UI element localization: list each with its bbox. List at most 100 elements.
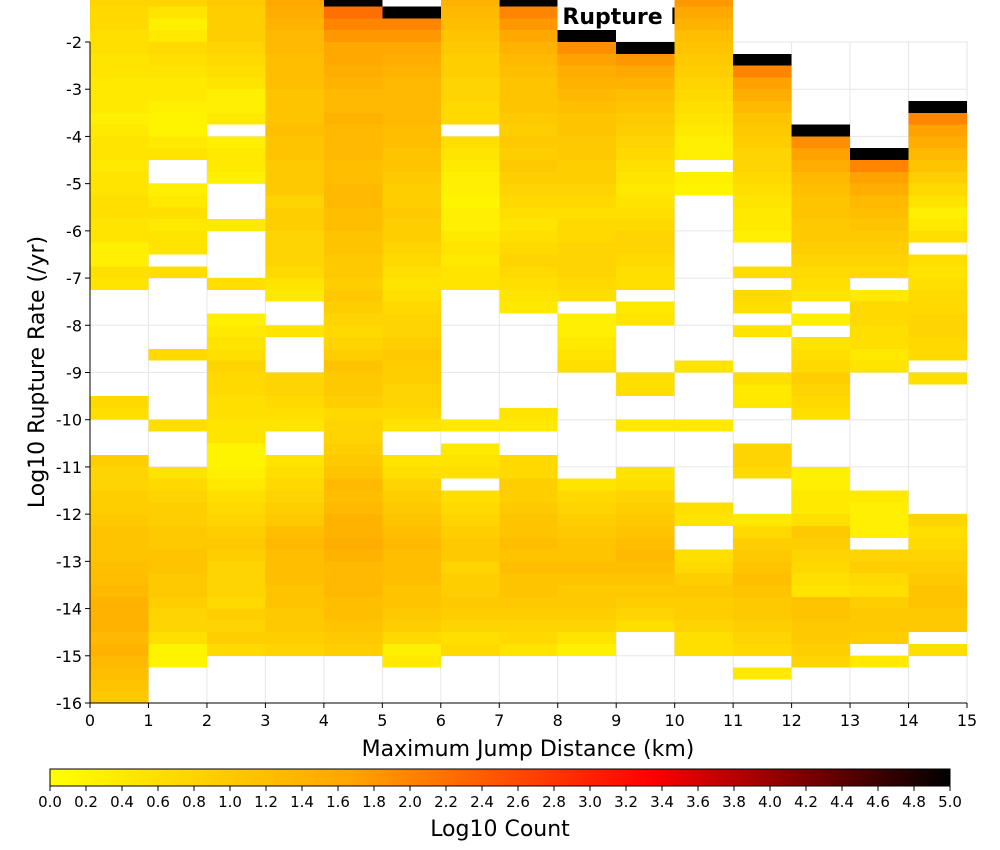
heatmap-cell — [265, 54, 323, 66]
heatmap-cell — [441, 184, 499, 196]
heatmap-cell — [90, 632, 148, 644]
heatmap-cell — [441, 136, 499, 148]
heatmap-cell — [558, 160, 616, 172]
heatmap-cell — [382, 207, 440, 219]
y-tick-label: -9 — [66, 364, 82, 383]
x-tick-label: 0 — [85, 711, 95, 730]
heatmap-cell — [265, 160, 323, 172]
heatmap-cell — [324, 66, 382, 78]
heatmap-cell — [382, 30, 440, 42]
heatmap-cell — [441, 266, 499, 278]
heatmap-cell — [207, 609, 265, 621]
heatmap-cell — [207, 101, 265, 113]
heatmap-cell — [499, 467, 557, 479]
heatmap-cell — [733, 573, 791, 585]
heatmap-cell — [265, 101, 323, 113]
heatmap-cell — [265, 384, 323, 396]
heatmap-cell — [733, 207, 791, 219]
heatmap-cell — [616, 278, 674, 290]
heatmap-cell — [324, 77, 382, 89]
heatmap-cell — [616, 420, 674, 432]
heatmap-cell — [616, 597, 674, 609]
heatmap-cell — [90, 408, 148, 420]
heatmap-cell — [148, 479, 206, 491]
heatmap-cell — [850, 325, 908, 337]
heatmap-cell — [207, 420, 265, 432]
heatmap-cell — [207, 313, 265, 325]
heatmap-cell — [675, 172, 733, 184]
heatmap-cell — [616, 491, 674, 503]
heatmap-cell — [382, 337, 440, 349]
heatmap-cell — [850, 502, 908, 514]
heatmap-cell — [90, 668, 148, 680]
heatmap-cell — [733, 148, 791, 160]
heatmap-cell — [265, 396, 323, 408]
heatmap-cell — [558, 644, 616, 656]
heatmap-cell — [148, 54, 206, 66]
heatmap-cell — [382, 313, 440, 325]
heatmap-cell — [909, 561, 967, 573]
heatmap-cell — [148, 89, 206, 101]
heatmap-cell — [733, 101, 791, 113]
heatmap-cell — [850, 349, 908, 361]
heatmap-cell — [558, 231, 616, 243]
colorbar-tick-label: 2.2 — [434, 793, 458, 811]
y-tick-label: -15 — [56, 647, 82, 666]
heatmap-cell — [382, 632, 440, 644]
heatmap-cell — [909, 573, 967, 585]
heatmap-cell — [265, 207, 323, 219]
heatmap-cell — [499, 266, 557, 278]
heatmap-cell — [148, 491, 206, 503]
heatmap-cell — [675, 644, 733, 656]
heatmap-cell — [324, 42, 382, 54]
heatmap-cell — [324, 7, 382, 19]
heatmap-cell — [90, 30, 148, 42]
heatmap-cell — [616, 125, 674, 137]
heatmap-cell — [616, 526, 674, 538]
heatmap-cell — [441, 30, 499, 42]
heatmap-cell — [616, 219, 674, 231]
heatmap-cell — [850, 609, 908, 621]
heatmap-cell — [265, 231, 323, 243]
heatmap-cell — [909, 325, 967, 337]
colorbar-tick-label: 0.6 — [146, 793, 170, 811]
heatmap-cell — [441, 573, 499, 585]
heatmap-cell — [850, 526, 908, 538]
heatmap-cell — [382, 54, 440, 66]
heatmap-cell — [148, 125, 206, 137]
heatmap-cell — [90, 538, 148, 550]
heatmap-cell — [265, 632, 323, 644]
heatmap-cell — [499, 219, 557, 231]
heatmap-cell — [499, 7, 557, 19]
heatmap-cell — [675, 30, 733, 42]
heatmap-cell — [441, 231, 499, 243]
heatmap-cell — [499, 597, 557, 609]
colorbar-tick-label: 1.8 — [362, 793, 386, 811]
heatmap-cell — [499, 66, 557, 78]
heatmap-cell — [499, 42, 557, 54]
x-tick-label: 1 — [143, 711, 153, 730]
heatmap-cell — [616, 148, 674, 160]
heatmap-cell — [499, 184, 557, 196]
heatmap-cell — [909, 620, 967, 632]
heatmap-cell — [441, 254, 499, 266]
heatmap-cell — [148, 502, 206, 514]
heatmap-cell — [499, 207, 557, 219]
heatmap-cell — [441, 526, 499, 538]
heatmap-cell — [558, 207, 616, 219]
heatmap-cell — [265, 455, 323, 467]
heatmap-cell — [382, 148, 440, 160]
heatmap-cell — [265, 290, 323, 302]
heatmap-cell — [675, 7, 733, 19]
heatmap-cell — [324, 54, 382, 66]
heatmap-cell — [733, 77, 791, 89]
heatmap-cell — [382, 538, 440, 550]
heatmap-cell — [90, 18, 148, 30]
heatmap-cell — [675, 125, 733, 137]
heatmap-cell — [792, 254, 850, 266]
heatmap-cell — [909, 644, 967, 656]
heatmap-cell — [792, 195, 850, 207]
heatmap-cell — [616, 313, 674, 325]
heatmap-cell — [499, 148, 557, 160]
heatmap-cell — [499, 18, 557, 30]
